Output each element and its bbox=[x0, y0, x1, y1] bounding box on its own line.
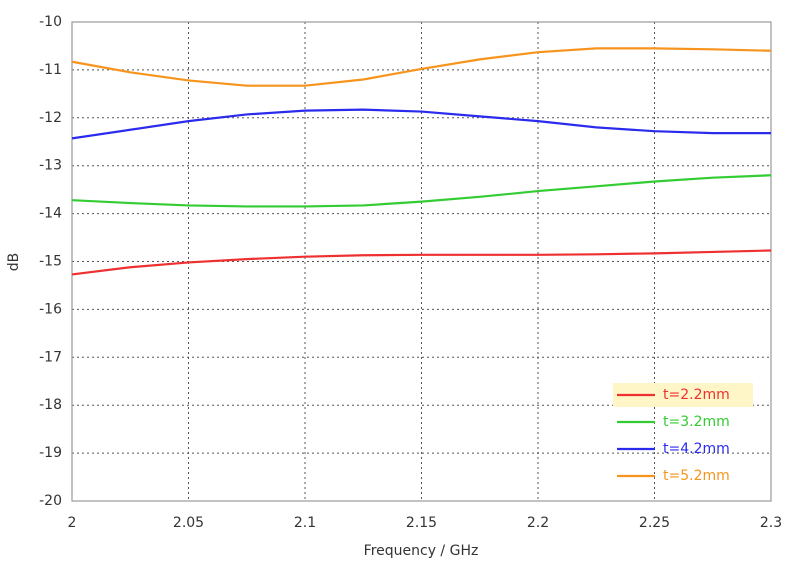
legend-label: t=3.2mm bbox=[663, 414, 730, 430]
x-tick-label: 2.2 bbox=[527, 515, 549, 531]
y-axis-label: dB bbox=[6, 253, 22, 272]
x-tick-label: 2.25 bbox=[639, 515, 670, 531]
x-tick-label: 2.05 bbox=[173, 515, 204, 531]
y-tick-label: -14 bbox=[39, 206, 62, 222]
y-tick-label: -16 bbox=[39, 301, 62, 317]
line-series bbox=[71, 108, 771, 140]
y-tick-label: -18 bbox=[39, 397, 62, 413]
legend-label: t=5.2mm bbox=[663, 468, 730, 484]
x-tick-label: 2.1 bbox=[294, 515, 316, 531]
line-series bbox=[71, 174, 772, 208]
y-tick-label: -20 bbox=[39, 493, 62, 509]
x-tick-label: 2.3 bbox=[760, 515, 782, 531]
y-tick-label: -12 bbox=[39, 110, 62, 126]
legend: t=2.2mm t=3.2mm t=4.2mm t=5.2mm bbox=[613, 383, 753, 484]
line-series bbox=[71, 47, 772, 87]
x-tick-label: 2 bbox=[68, 515, 77, 531]
y-tick-label: -11 bbox=[39, 62, 62, 78]
plot-frame bbox=[71, 21, 772, 502]
y-tick-label: -10 bbox=[39, 14, 62, 30]
x-axis-label: Frequency / GHz bbox=[364, 543, 479, 559]
legend-label: t=2.2mm bbox=[663, 387, 730, 403]
line-series bbox=[71, 249, 772, 276]
legend-label: t=4.2mm bbox=[663, 441, 730, 457]
y-tick-label: -19 bbox=[39, 445, 62, 461]
y-tick-label: -15 bbox=[39, 254, 62, 270]
y-tick-label: -17 bbox=[39, 349, 62, 365]
x-tick-label: 2.15 bbox=[406, 515, 437, 531]
y-tick-label: -13 bbox=[39, 158, 62, 174]
